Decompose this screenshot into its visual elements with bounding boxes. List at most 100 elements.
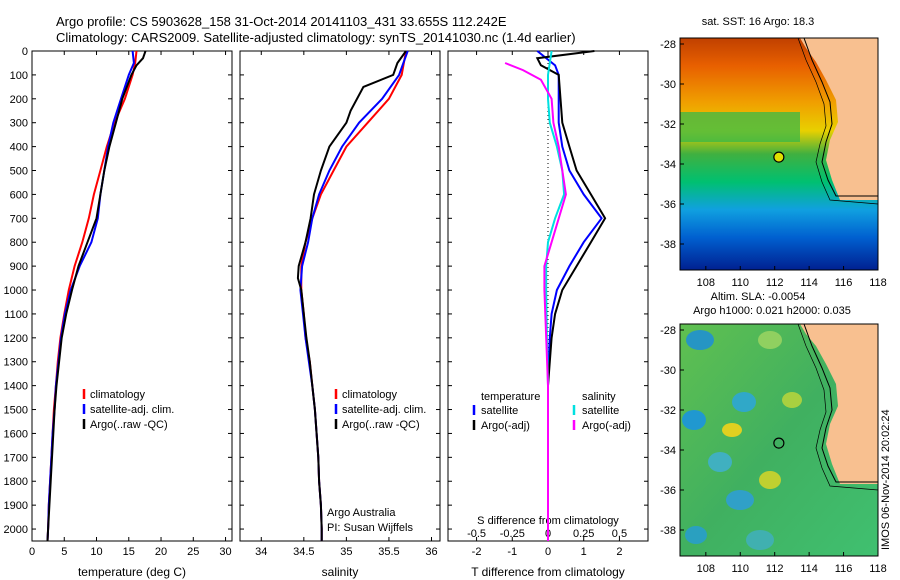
argo-position-marker (773, 151, 785, 163)
map-y-tick-label: -36 (660, 485, 676, 497)
series-line-1 (46, 50, 135, 542)
legend-label: Argo(-adj) (481, 420, 530, 432)
legend-label: satellite-adj. clim. (90, 404, 174, 416)
x-tick-label: 5 (61, 546, 67, 558)
map-y-tick-label: -32 (660, 405, 676, 417)
sla-eddy (708, 452, 732, 472)
imos-credit: IMOS 06-Nov-2014 20:02:24 (880, 409, 892, 550)
map-x-tick-label: 110 (731, 563, 749, 575)
sla-eddy (782, 392, 802, 408)
y-tick-label: 200 (10, 94, 28, 106)
map-y-tick-label: -28 (660, 39, 676, 51)
sla-map: Altim. SLA: -0.0054 Argo h1000: 0.021 h2… (660, 291, 887, 575)
x-tick-label: -2 (472, 546, 482, 558)
map-x-tick-label: 118 (869, 563, 887, 575)
map-x-tick-label: 114 (800, 277, 818, 289)
map-x-tick-label: 112 (766, 563, 784, 575)
x-axis-label: salinity (322, 565, 359, 579)
sst-map: sat. SST: 16 Argo: 18.3 108 110 112 114 116 1… (660, 16, 887, 289)
top-x-tick-label: -0.25 (500, 528, 525, 540)
sla-eddy (746, 530, 774, 550)
sla-eddy (759, 471, 781, 489)
y-tick-label: 300 (10, 118, 28, 130)
sla-eddy (726, 490, 754, 510)
argo-position-marker (773, 437, 785, 449)
legend-label: satellite (582, 405, 619, 417)
y-tick-label: 700 (10, 213, 28, 225)
legend-header: salinity (582, 391, 616, 403)
map-y-tick-label: -28 (660, 325, 676, 337)
plot-frame (239, 50, 441, 542)
x-tick-label: 34.5 (293, 546, 314, 558)
map-y-tick-label: -36 (660, 199, 676, 211)
legend-header: temperature (481, 391, 540, 403)
x-tick-label: 1 (581, 546, 587, 558)
annotation-text: PI: Susan Wijffels (327, 522, 413, 534)
y-tick-label: 1100 (4, 309, 28, 321)
sla-eddy (682, 410, 706, 430)
legend-label: Argo(..raw -QC) (90, 419, 168, 431)
x-tick-label: 25 (187, 546, 199, 558)
series-line-0 (536, 50, 603, 541)
x-tick-label: 2 (616, 546, 622, 558)
x-tick-label: 35 (340, 546, 352, 558)
x-axis-label: temperature (deg C) (78, 565, 186, 579)
sst-isobath (797, 38, 878, 205)
x-tick-label: 15 (123, 546, 135, 558)
y-tick-label: 1900 (4, 500, 28, 512)
map-y-tick-label: -38 (660, 239, 676, 251)
y-tick-label: 1800 (4, 476, 28, 488)
map-x-tick-label: 110 (731, 277, 749, 289)
y-tick-label: 1200 (4, 333, 28, 345)
top-x-tick-label: -0.5 (467, 528, 486, 540)
y-tick-label: 900 (10, 261, 28, 273)
map-x-tick-label: 112 (766, 277, 784, 289)
x-tick-label: 35.5 (378, 546, 399, 558)
sla-eddy (722, 423, 742, 437)
y-tick-label: 100 (10, 70, 28, 82)
sst-coastline (803, 38, 878, 197)
sla-coastline (803, 324, 878, 483)
x-tick-label: 0 (545, 546, 551, 558)
y-tick-label: 2000 (4, 524, 28, 536)
map-x-tick-label: 108 (697, 563, 715, 575)
annotation-text: Argo Australia (327, 507, 396, 519)
y-tick-label: 1600 (4, 428, 28, 440)
map-x-tick-label: 116 (835, 277, 853, 289)
legend-label: satellite (481, 405, 518, 417)
profile-panel-2: -2 -1 0 1 2 T difference from climatology -0.5… (447, 50, 649, 579)
x-axis-label: T difference from climatology (471, 565, 625, 579)
sla-map-frame (679, 323, 879, 557)
profile-panel-0: 0 5 10 15 20 25 30 temperature (deg C) 0 100 200 30… (4, 46, 233, 579)
series-line-1 (535, 50, 607, 541)
legend-label: Argo(..raw -QC) (342, 419, 420, 431)
y-tick-label: 1500 (4, 405, 28, 417)
x-tick-label: 34 (255, 546, 267, 558)
sla-eddy (685, 526, 707, 544)
map-x-tick-label: 114 (800, 563, 818, 575)
sla-map-subtitle: Argo h1000: 0.021 h2000: 0.035 (693, 305, 851, 317)
y-tick-label: 1700 (4, 452, 28, 464)
x-tick-label: 10 (90, 546, 102, 558)
sla-isobath (797, 324, 878, 491)
top-x-tick-label: 0.25 (573, 528, 594, 540)
sst-map-title: sat. SST: 16 Argo: 18.3 (702, 16, 815, 28)
sla-eddy (758, 331, 782, 349)
figure-title-line1: Argo profile: CS 5903628_158 31-Oct-2014… (56, 14, 507, 29)
y-tick-label: 0 (22, 46, 28, 58)
sla-eddy (732, 392, 756, 412)
x-tick-label: 30 (219, 546, 231, 558)
series-line-2 (46, 50, 147, 542)
legend-label: Argo(-adj) (582, 420, 631, 432)
y-tick-label: 600 (10, 189, 28, 201)
x-tick-label: 20 (155, 546, 167, 558)
plot-frame (31, 50, 233, 542)
sla-land (800, 324, 878, 484)
legend-label: climatology (90, 389, 146, 401)
y-tick-label: 500 (10, 166, 28, 178)
sst-land (800, 38, 878, 200)
series-line-2 (296, 50, 407, 541)
map-y-tick-label: -30 (660, 79, 676, 91)
series-line-0 (46, 50, 138, 542)
map-y-tick-label: -32 (660, 119, 676, 131)
